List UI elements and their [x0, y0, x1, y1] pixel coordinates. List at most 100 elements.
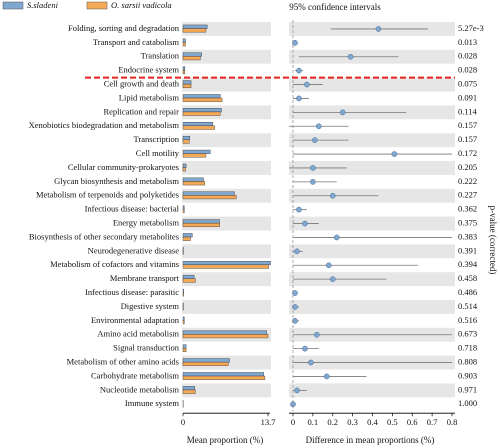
difference-point — [325, 262, 332, 269]
legend-label: S.sladeni — [27, 0, 59, 10]
p-value: 0.458 — [458, 273, 477, 283]
category-label: Neurodegenerative disease — [88, 245, 180, 255]
category-label: Xenobiotics biodegradation and metabolis… — [29, 120, 180, 130]
p-value: 0.227 — [458, 190, 477, 200]
difference-point — [315, 123, 322, 130]
difference-point — [304, 81, 310, 88]
bar — [182, 344, 187, 349]
bar — [182, 233, 193, 238]
p-value: 0.028 — [458, 51, 477, 61]
x2-tick-label: 0 — [291, 417, 295, 427]
x2-tick-label: 0.1 — [308, 417, 319, 427]
difference-point — [329, 276, 336, 282]
category-label: Cell motility — [136, 148, 180, 158]
x2-tick-label: 0.7 — [427, 417, 438, 427]
p-value: 0.362 — [458, 204, 477, 214]
bar — [182, 56, 201, 61]
bar — [182, 108, 222, 113]
x2-tick-label: 0.8 — [447, 417, 458, 427]
difference-point — [296, 67, 302, 74]
row-band — [289, 300, 455, 314]
bar — [182, 94, 221, 99]
bar — [182, 222, 220, 227]
difference-point — [329, 192, 336, 199]
category-label: Biosynthesis of other secondary metaboli… — [29, 231, 179, 241]
category-label: Membrane transport — [110, 273, 180, 283]
x2-axis-label: Difference in mean proportions (%) — [306, 435, 435, 445]
bar — [182, 372, 264, 377]
difference-point — [294, 248, 300, 255]
p-value: 0.903 — [458, 370, 477, 380]
p-value: 0.514 — [458, 301, 478, 311]
p-value: 0.205 — [458, 162, 477, 172]
p-value: 0.028 — [458, 65, 477, 75]
bar — [182, 111, 221, 116]
difference-point — [292, 304, 298, 310]
category-label: Carbohydrate metabolism — [91, 370, 179, 380]
p-value: 0.172 — [458, 148, 477, 158]
bar — [182, 209, 185, 214]
p-value: 0.383 — [458, 231, 477, 241]
bar — [182, 334, 269, 339]
bar — [182, 389, 196, 394]
difference-point — [347, 53, 354, 60]
p-value: 0.391 — [458, 245, 477, 255]
p-value: 1.000 — [458, 398, 477, 408]
bar — [182, 177, 204, 182]
row-band — [182, 77, 271, 92]
bar — [182, 52, 202, 57]
bar — [182, 375, 266, 380]
bar — [182, 274, 195, 279]
row-band — [289, 133, 455, 148]
row-band — [182, 272, 271, 287]
category-label: Metabolism of terpenoids and polyketides — [36, 190, 179, 200]
category-label: Transport and catabolism — [93, 37, 179, 47]
bar — [182, 181, 205, 186]
category-label: Infectious disease: bacterial — [85, 204, 180, 214]
bar — [182, 70, 186, 75]
difference-point — [375, 26, 382, 32]
row-band — [289, 216, 455, 231]
bar — [182, 24, 208, 29]
x2-tick-label: 0.3 — [347, 417, 358, 427]
row-band — [182, 133, 271, 148]
row-band — [289, 161, 455, 175]
bar — [182, 139, 190, 144]
p-value: 0.486 — [458, 287, 477, 297]
bar — [182, 264, 269, 269]
p-value: 5.27e-3 — [458, 23, 484, 33]
row-band — [289, 244, 455, 259]
bar — [182, 288, 184, 293]
bar — [182, 80, 192, 85]
bar — [182, 320, 185, 325]
row-band — [182, 161, 271, 175]
category-label: Metabolism of cofactors and vitamins — [50, 259, 179, 269]
x2-tick-label: 0.6 — [407, 417, 418, 427]
row-band — [182, 49, 271, 64]
difference-point — [302, 345, 308, 352]
p-value: 0.091 — [458, 92, 477, 102]
row-band — [182, 300, 271, 314]
bar — [182, 219, 220, 224]
bar — [182, 278, 196, 283]
bar — [182, 386, 195, 391]
difference-point — [310, 165, 316, 171]
bar — [182, 135, 191, 140]
legend-label: O. sarsii vadicola — [111, 0, 172, 10]
difference-point — [302, 220, 308, 227]
category-label: Digestive system — [121, 301, 180, 311]
p-value: 0.971 — [458, 384, 477, 394]
row-band — [182, 244, 271, 259]
category-label: Immune system — [125, 398, 179, 408]
difference-point — [311, 137, 318, 143]
bar — [182, 163, 187, 168]
bar — [182, 361, 229, 366]
row-band — [289, 383, 455, 398]
difference-point — [292, 40, 298, 46]
category-label: Transcription — [134, 134, 180, 144]
bar — [182, 330, 267, 335]
category-label: Amino acid metabolism — [97, 329, 179, 339]
difference-point — [313, 331, 320, 338]
p-value: 0.075 — [458, 79, 477, 89]
